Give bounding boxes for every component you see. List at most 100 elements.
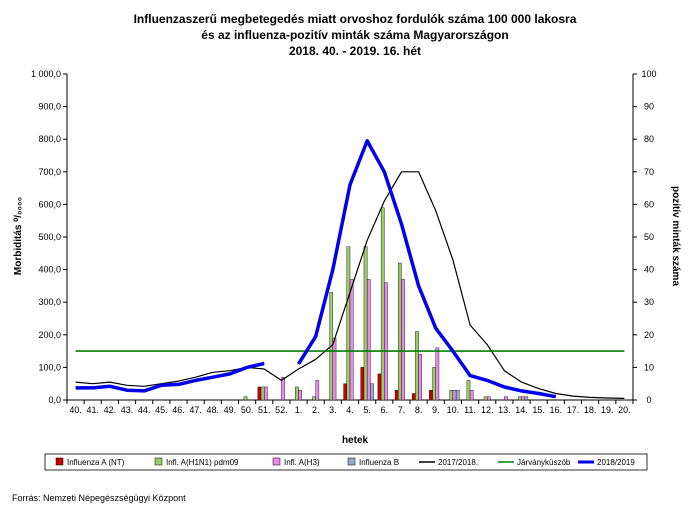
bar — [349, 279, 354, 401]
chart-title-line-3: 2018. 40. - 2019. 16. hét — [289, 44, 421, 58]
x-tick-label: 47. — [189, 405, 202, 415]
bar — [384, 282, 388, 401]
legend-label: Influenza A (NT) — [67, 458, 125, 467]
y-axis-right-title: pozitív minták száma — [670, 186, 681, 286]
bar — [483, 396, 488, 401]
bar — [521, 396, 525, 401]
bar — [449, 390, 454, 401]
x-tick-label: 7. — [398, 405, 406, 415]
bar — [363, 246, 368, 401]
legend-label: 2017/2018. — [438, 458, 478, 467]
y-right-tick-label: 80 — [644, 134, 654, 144]
x-tick-label: 8. — [415, 405, 423, 415]
bar — [504, 396, 508, 401]
y-right-tick-label: 20 — [644, 330, 654, 340]
series-line — [75, 361, 265, 393]
legend-label: Járványküszöb — [517, 458, 571, 467]
x-tick-label: 42. — [104, 405, 117, 415]
legend-label: Infl. A(H1N1) pdm09 — [166, 458, 239, 467]
legend-swatch — [154, 457, 163, 466]
x-tick-label: 41. — [86, 405, 99, 415]
bar — [412, 393, 416, 401]
bar — [415, 331, 419, 401]
x-tick-label: 20. — [618, 405, 631, 415]
y-right-tick-label: 10 — [644, 362, 654, 372]
bar — [257, 386, 262, 401]
x-tick-label: 52. — [275, 405, 288, 415]
y-left-tick-label: 300,0 — [38, 297, 61, 307]
bar — [260, 386, 265, 401]
y-right-tick-label: 70 — [644, 167, 654, 177]
y-right-tick-label: 50 — [644, 232, 654, 242]
x-tick-label: 43. — [121, 405, 134, 415]
y-left-tick-label: 400,0 — [38, 265, 61, 275]
bar — [487, 396, 491, 401]
bar — [346, 246, 351, 401]
y-left-tick-label: 0,0 — [48, 395, 61, 405]
y-left-tick-label: 900,0 — [38, 102, 61, 112]
bar — [298, 390, 302, 401]
y-right-tick-label: 90 — [644, 102, 654, 112]
y-left-tick-label: 100,0 — [38, 362, 61, 372]
y-left-tick-label: 600,0 — [38, 199, 61, 209]
y-axis-left-title: Morbiditás ⁰/₀₀₀₀ — [13, 197, 24, 275]
bar — [455, 390, 460, 401]
x-axis-title: hetek — [342, 435, 369, 446]
bar — [264, 386, 268, 401]
x-tick-label: 44. — [138, 405, 151, 415]
bar — [281, 376, 285, 401]
bar — [295, 386, 299, 401]
legend: Influenza A (NT) Infl. A(H1N1) pdm09 Infl.… — [55, 457, 635, 467]
series-line — [297, 139, 557, 399]
bar — [343, 383, 348, 401]
x-tick-label: 12. — [481, 405, 494, 415]
legend-label: Influenza B — [359, 458, 399, 467]
bar — [432, 367, 436, 401]
bar — [466, 380, 471, 401]
legend-label: Infl. A(H3) — [284, 458, 320, 467]
x-tick-label: 5. — [363, 405, 371, 415]
bar — [524, 396, 529, 401]
bar — [398, 262, 402, 401]
x-tick-label: 46. — [172, 405, 185, 415]
x-tick-label: 40. — [69, 405, 82, 415]
x-tick-label: 13. — [498, 405, 511, 415]
bar — [332, 337, 337, 401]
x-tick-label: 14. — [515, 405, 528, 415]
bar — [469, 390, 474, 401]
x-tick-label: 16. — [550, 405, 563, 415]
x-tick-label: 50. — [241, 405, 254, 415]
bar — [418, 354, 423, 401]
y-left-tick-label: 700,0 — [38, 167, 61, 177]
x-tick-label: 45. — [155, 405, 168, 415]
bar — [518, 396, 522, 401]
bar — [243, 396, 248, 401]
y-right-tick-label: 40 — [644, 265, 654, 275]
y-left-tick-label: 800,0 — [38, 134, 61, 144]
bar — [315, 380, 320, 401]
plot-area: 0,0 100,0 200,0 300,0 400,0 500,0 600,0 700,0 80… — [31, 69, 657, 415]
chart-title-line-2: és az influenza-pozitív minták száma Mag… — [201, 28, 508, 42]
source-note: Forrás: Nemzeti Népegészségügyi Központ — [12, 493, 186, 503]
bar — [366, 279, 371, 401]
y-right-tick-label: 0 — [646, 395, 651, 405]
x-tick-label: 9. — [432, 405, 440, 415]
x-tick-label: 1. — [295, 405, 303, 415]
y-right-tick-label: 100 — [641, 69, 656, 79]
x-tick-label: 6. — [381, 405, 389, 415]
x-tick-label: 10. — [447, 405, 460, 415]
bar — [394, 390, 399, 401]
chart-title-line-1: Influenzaszerű megbetegedés miatt orvosh… — [134, 12, 577, 26]
x-tick-label: 2. — [312, 405, 320, 415]
bar — [370, 383, 374, 401]
x-tick-label: 15. — [532, 405, 545, 415]
bar — [401, 279, 405, 401]
x-tick-label: 17. — [567, 405, 580, 415]
bar — [380, 207, 385, 401]
legend-swatch — [347, 457, 356, 466]
y-left-tick-label: 200,0 — [38, 330, 61, 340]
legend-box — [44, 453, 648, 471]
x-tick-label: 48. — [207, 405, 220, 415]
y-left-tick-label: 500,0 — [38, 232, 61, 242]
